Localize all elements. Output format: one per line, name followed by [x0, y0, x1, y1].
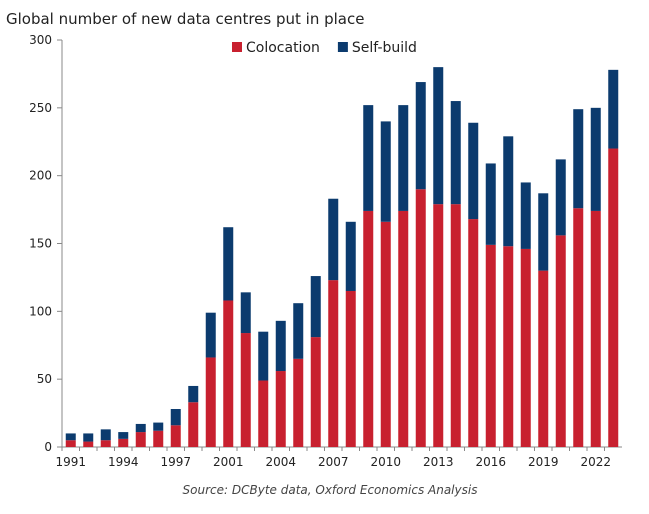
- bar-segment: [573, 208, 584, 447]
- x-tick-label: 1991: [55, 455, 86, 469]
- bar-segment: [415, 189, 426, 447]
- bar-segment: [188, 402, 199, 447]
- bar-segment: [65, 440, 76, 447]
- bar-segment: [433, 67, 444, 205]
- bar-segment: [398, 105, 409, 211]
- y-tick-label: 250: [29, 101, 52, 115]
- bar-segment: [293, 303, 304, 359]
- x-tick-label: 2016: [475, 455, 506, 469]
- bar-segment: [380, 221, 391, 447]
- bar-segment: [275, 320, 286, 372]
- bar-segment: [188, 385, 199, 403]
- bar-segment: [363, 105, 374, 211]
- bar-segment: [450, 101, 461, 205]
- bar-segment: [275, 371, 286, 447]
- bar-segment: [485, 163, 496, 245]
- bar-segment: [153, 422, 164, 431]
- x-tick-label: 2010: [370, 455, 401, 469]
- bar-segment: [170, 425, 181, 447]
- x-tick-label: 2013: [423, 455, 454, 469]
- x-tick-label: 2001: [213, 455, 244, 469]
- bar-segment: [310, 337, 321, 447]
- y-tick-label: 200: [29, 169, 52, 183]
- bar-segment: [538, 270, 549, 447]
- bar-segment: [293, 358, 304, 447]
- bar-segment: [258, 331, 269, 381]
- x-tick-label: 2004: [265, 455, 296, 469]
- bar-segment: [135, 423, 146, 433]
- chart-title: Global number of new data centres put in…: [6, 10, 364, 28]
- bar-segment: [258, 380, 269, 447]
- bar-segment: [328, 280, 339, 447]
- bar-segment: [503, 136, 514, 247]
- bar-segment: [223, 300, 234, 447]
- bar-segment: [590, 210, 601, 447]
- bar-segment: [380, 121, 391, 222]
- bar-segment: [100, 429, 111, 441]
- bar-segment: [135, 432, 146, 447]
- bar-segment: [328, 198, 339, 281]
- bar-segment: [363, 210, 374, 447]
- bar-segment: [205, 357, 216, 447]
- y-tick-label: 300: [29, 33, 52, 47]
- bar-segment: [468, 122, 479, 220]
- bar-segment: [153, 430, 164, 447]
- bar-segment: [345, 221, 356, 291]
- bar-segment: [485, 244, 496, 447]
- y-tick-label: 0: [44, 440, 52, 454]
- x-tick-label: 2007: [318, 455, 349, 469]
- bar-segment: [240, 292, 251, 334]
- x-tick-label: 1994: [108, 455, 139, 469]
- bar-segment: [118, 432, 129, 439]
- bar-segment: [223, 227, 234, 301]
- bar-segment: [65, 433, 76, 441]
- legend-swatch: [337, 42, 348, 52]
- bar-segment: [468, 219, 479, 447]
- bar-segment: [100, 440, 111, 447]
- bar-segment: [520, 182, 531, 249]
- source-note: Source: DCByte data, Oxford Economics An…: [183, 483, 478, 497]
- legend-swatch: [232, 42, 242, 52]
- bar-segment: [590, 107, 601, 211]
- bar-segment: [345, 290, 356, 447]
- bar-segment: [398, 210, 409, 447]
- x-tick-label: 2019: [528, 455, 559, 469]
- bar-segment: [555, 235, 566, 447]
- bar-segment: [240, 333, 251, 447]
- x-tick-label: 1997: [160, 455, 191, 469]
- bar-segment: [83, 441, 94, 447]
- y-tick-label: 50: [37, 372, 52, 386]
- bar-segment: [205, 312, 216, 358]
- bar-segment: [555, 159, 566, 236]
- bar-segment: [538, 193, 549, 271]
- bar-segment: [415, 82, 426, 190]
- legend-label: Colocation: [246, 40, 320, 56]
- bar-segment: [170, 409, 181, 426]
- legend-label: Self-build: [352, 40, 417, 56]
- y-tick-label: 100: [29, 304, 52, 318]
- bar-segment: [503, 246, 514, 447]
- bar-segment: [573, 109, 584, 209]
- bar-segment: [608, 148, 619, 448]
- bar-segment: [83, 433, 94, 442]
- bar-segment: [310, 276, 321, 338]
- y-tick-label: 150: [29, 237, 52, 251]
- bar-segment: [608, 69, 619, 149]
- bar-segment: [118, 438, 129, 447]
- bar-segment: [433, 204, 444, 447]
- x-tick-label: 2022: [580, 455, 611, 469]
- bar-segment: [450, 204, 461, 447]
- bar-segment: [520, 248, 531, 447]
